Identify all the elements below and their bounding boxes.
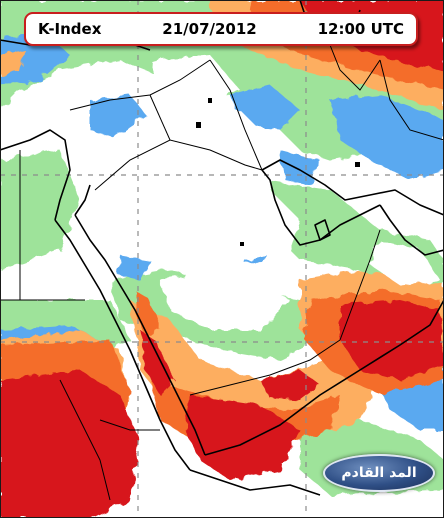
map-specks [196, 98, 360, 246]
product-label: K-Index [38, 20, 102, 38]
field-minimal [110, 55, 440, 330]
title-banner: K-Index 21/07/2012 12:00 UTC [24, 12, 418, 46]
time-label: 12:00 UTC [317, 20, 404, 38]
watermark: albrari.com [176, 497, 268, 515]
brand-logo: المد القادم [323, 454, 435, 492]
date-label: 21/07/2012 [162, 20, 257, 38]
political-borders [0, 44, 444, 501]
logo-text: المد القادم [341, 465, 417, 481]
